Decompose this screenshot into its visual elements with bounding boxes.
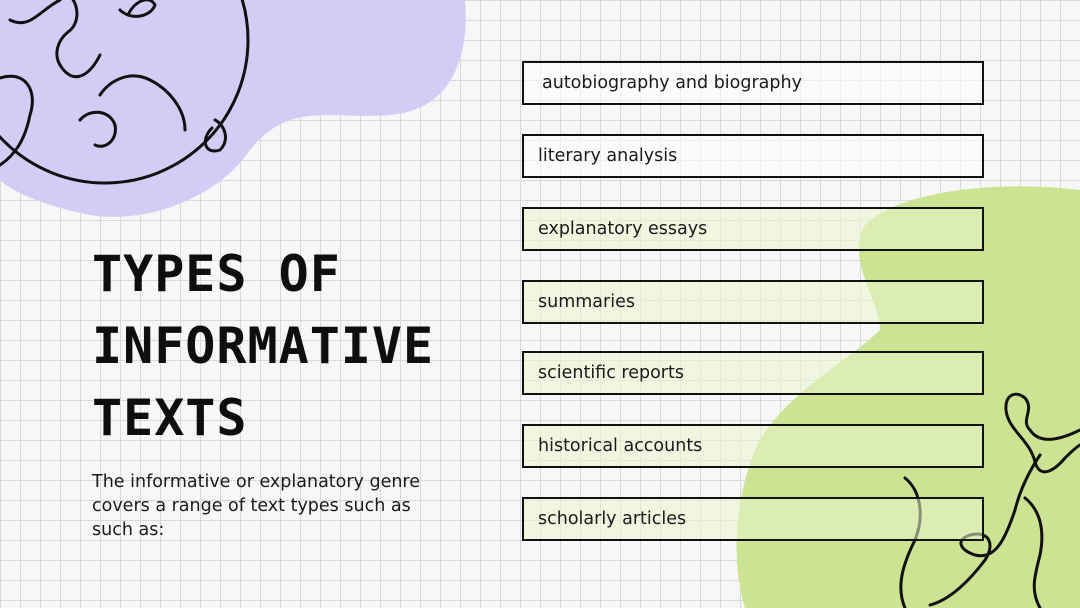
list-item-scientific-reports: scientific reports	[522, 351, 984, 395]
list-item-label: scientific reports	[538, 363, 684, 383]
globe-doodle-icon	[0, 0, 250, 185]
list-item-label: literary analysis	[538, 146, 678, 166]
list-item-literary-analysis: literary analysis	[522, 134, 984, 178]
slide-title: TYPES OF INFORMATIVE TEXTS	[92, 238, 434, 454]
lavender-blob	[0, 0, 466, 217]
list-item-label: summaries	[538, 292, 635, 312]
title-line-1: TYPES OF	[92, 245, 341, 303]
list-item-label: historical accounts	[538, 436, 703, 456]
list-item-label: explanatory essays	[538, 219, 708, 239]
list-item-label: scholarly articles	[538, 509, 687, 529]
title-line-2: INFORMATIVE	[92, 317, 435, 375]
list-item-explanatory-essays: explanatory essays	[522, 207, 984, 251]
title-line-3: TEXTS	[92, 389, 248, 447]
list-item-autobiography: autobiography and biography	[522, 61, 984, 105]
list-item-historical-accounts: historical accounts	[522, 424, 984, 468]
slide-description: The informative or explanatory genre cov…	[92, 472, 421, 540]
list-item-scholarly-articles: scholarly articles	[522, 497, 984, 541]
list-item-summaries: summaries	[522, 280, 984, 324]
dog-doodle-icon	[899, 392, 1080, 608]
list-item-label: autobiography and biography	[542, 73, 802, 93]
